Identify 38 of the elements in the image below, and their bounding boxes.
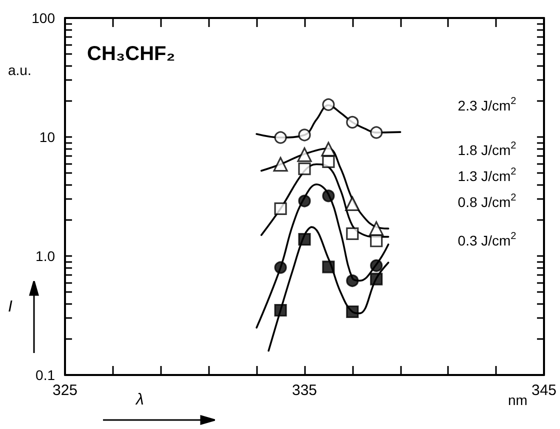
point — [322, 98, 335, 111]
point — [346, 227, 359, 240]
point — [322, 190, 335, 202]
point — [370, 234, 383, 248]
point — [346, 116, 359, 129]
line-series — [268, 226, 390, 352]
point — [346, 305, 359, 318]
text: a.u. — [8, 62, 32, 78]
point — [370, 272, 383, 286]
y-axis-title: I — [8, 298, 13, 316]
x-tick-label: 325 — [52, 382, 78, 399]
x-tick-label: 345 — [531, 382, 557, 399]
point — [298, 162, 311, 176]
point — [298, 233, 311, 246]
y-tick-label: 10 — [39, 129, 56, 145]
point — [346, 274, 359, 287]
point — [297, 147, 312, 162]
x-tick-label: 335 — [292, 382, 318, 399]
text: nm — [508, 392, 528, 408]
point — [274, 261, 287, 274]
point — [322, 260, 335, 274]
point — [345, 196, 360, 212]
point — [274, 304, 287, 317]
y-tick-label: 1.0 — [36, 248, 56, 264]
text: CH₃CHF₂ — [87, 43, 176, 65]
point — [370, 126, 383, 139]
y-tick-label: 0.1 — [36, 367, 56, 383]
point — [322, 155, 335, 168]
point — [370, 259, 383, 272]
point — [274, 131, 287, 144]
point — [298, 194, 311, 208]
point — [298, 128, 311, 142]
line-series — [256, 183, 390, 329]
point — [273, 156, 288, 172]
point — [274, 202, 287, 215]
y-tick-label: 100 — [32, 10, 56, 26]
x-axis-title: λ — [135, 392, 144, 408]
point — [321, 142, 336, 156]
